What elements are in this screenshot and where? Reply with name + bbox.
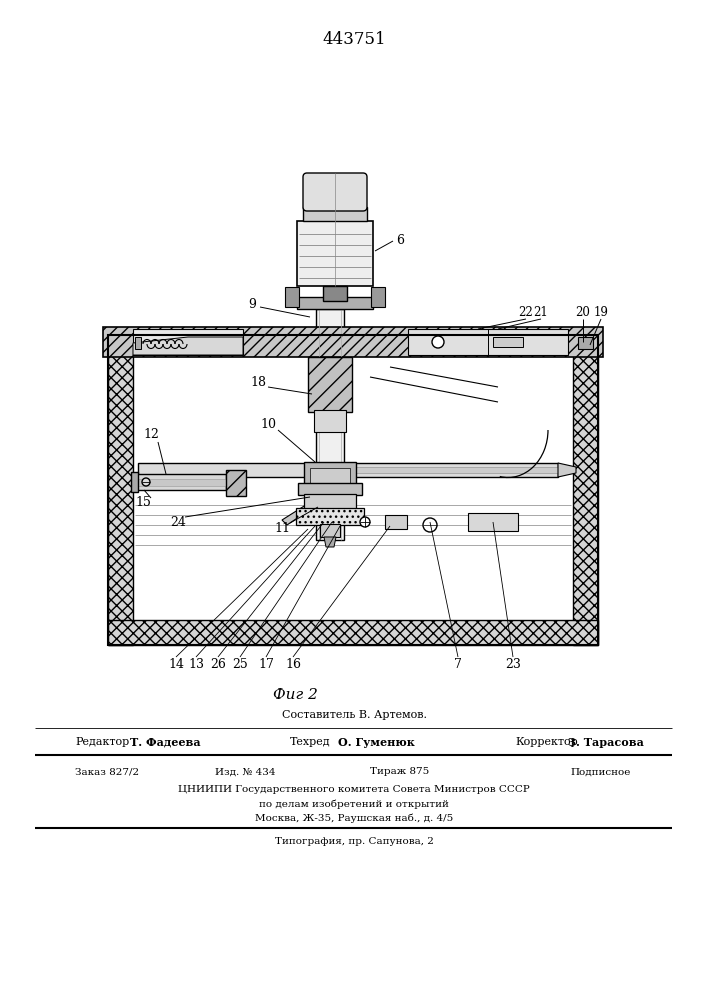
Polygon shape (133, 337, 243, 355)
Bar (226, 470, 246, 496)
Text: Изд. № 434: Изд. № 434 (215, 768, 276, 776)
Text: Фиг 2: Фиг 2 (273, 688, 317, 702)
Text: Заказ 827/2: Заказ 827/2 (75, 768, 139, 776)
Bar (136, 479, 226, 486)
Text: 16: 16 (285, 658, 301, 672)
Bar (108, 335, 133, 645)
Bar (371, 287, 385, 307)
Text: Тираж 875: Тираж 875 (370, 768, 429, 776)
Bar (385, 515, 407, 529)
Text: 26: 26 (210, 658, 226, 672)
Text: 14: 14 (168, 658, 184, 672)
Text: 11: 11 (274, 522, 290, 534)
Bar (344, 463, 558, 477)
Bar (344, 467, 558, 473)
Text: Техред: Техред (290, 737, 331, 747)
Text: 24: 24 (170, 516, 186, 528)
Text: 18: 18 (250, 375, 266, 388)
Text: 22: 22 (519, 306, 533, 318)
Bar (133, 329, 243, 355)
Polygon shape (324, 537, 336, 547)
Bar (108, 620, 598, 645)
Text: 9: 9 (248, 298, 256, 312)
Text: 15: 15 (135, 495, 151, 508)
Bar (310, 468, 350, 484)
Text: 7: 7 (454, 658, 462, 672)
Circle shape (360, 517, 370, 527)
Text: 443751: 443751 (322, 31, 386, 48)
Text: 10: 10 (260, 418, 276, 432)
Bar (573, 335, 598, 645)
Text: Редактор: Редактор (75, 737, 129, 747)
Polygon shape (282, 488, 327, 525)
Text: 21: 21 (534, 306, 549, 318)
Text: Составитель В. Артемов.: Составитель В. Артемов. (281, 710, 426, 720)
Bar (304, 462, 356, 490)
Text: 20: 20 (575, 306, 590, 318)
Text: ЦНИИПИ Государственного комитета Совета Министров СССР: ЦНИИПИ Государственного комитета Совета … (178, 786, 530, 794)
Bar (320, 524, 340, 537)
Bar (285, 287, 299, 307)
Text: О. Гуменюк: О. Гуменюк (338, 736, 415, 748)
Bar (304, 494, 356, 509)
Text: Подписное: Подписное (570, 768, 631, 776)
Text: 6: 6 (396, 234, 404, 247)
Bar (131, 472, 138, 492)
Polygon shape (558, 463, 576, 477)
Text: 12: 12 (143, 428, 159, 442)
Bar (138, 463, 316, 477)
Bar (468, 513, 518, 531)
Text: по делам изобретений и открытий: по делам изобретений и открытий (259, 799, 449, 809)
Bar (103, 327, 603, 357)
Circle shape (432, 336, 444, 348)
Bar (303, 207, 367, 221)
Text: З. Тарасова: З. Тарасова (568, 736, 644, 748)
Text: 23: 23 (505, 658, 521, 672)
Bar (298, 483, 362, 495)
Bar (297, 221, 373, 286)
Bar (296, 508, 364, 525)
Bar (135, 337, 141, 349)
Text: Т. Фадеева: Т. Фадеева (130, 736, 201, 748)
Text: 19: 19 (594, 306, 609, 318)
FancyBboxPatch shape (303, 173, 367, 211)
Bar (493, 337, 523, 347)
Circle shape (142, 478, 150, 486)
Bar (314, 410, 346, 432)
Bar (316, 309, 344, 540)
Circle shape (423, 518, 437, 532)
Text: 25: 25 (232, 658, 248, 672)
Bar (578, 337, 593, 349)
Bar (297, 297, 373, 309)
Text: 17: 17 (258, 658, 274, 672)
Text: 13: 13 (188, 658, 204, 672)
Text: Типография, пр. Сапунова, 2: Типография, пр. Сапунова, 2 (274, 838, 433, 846)
Bar (323, 286, 347, 301)
Bar (108, 335, 598, 645)
Text: Москва, Ж-35, Раушская наб., д. 4/5: Москва, Ж-35, Раушская наб., д. 4/5 (255, 813, 453, 823)
Text: Корректор: Корректор (515, 737, 578, 747)
Bar (408, 329, 568, 355)
Bar (308, 357, 352, 412)
Bar (136, 474, 226, 490)
